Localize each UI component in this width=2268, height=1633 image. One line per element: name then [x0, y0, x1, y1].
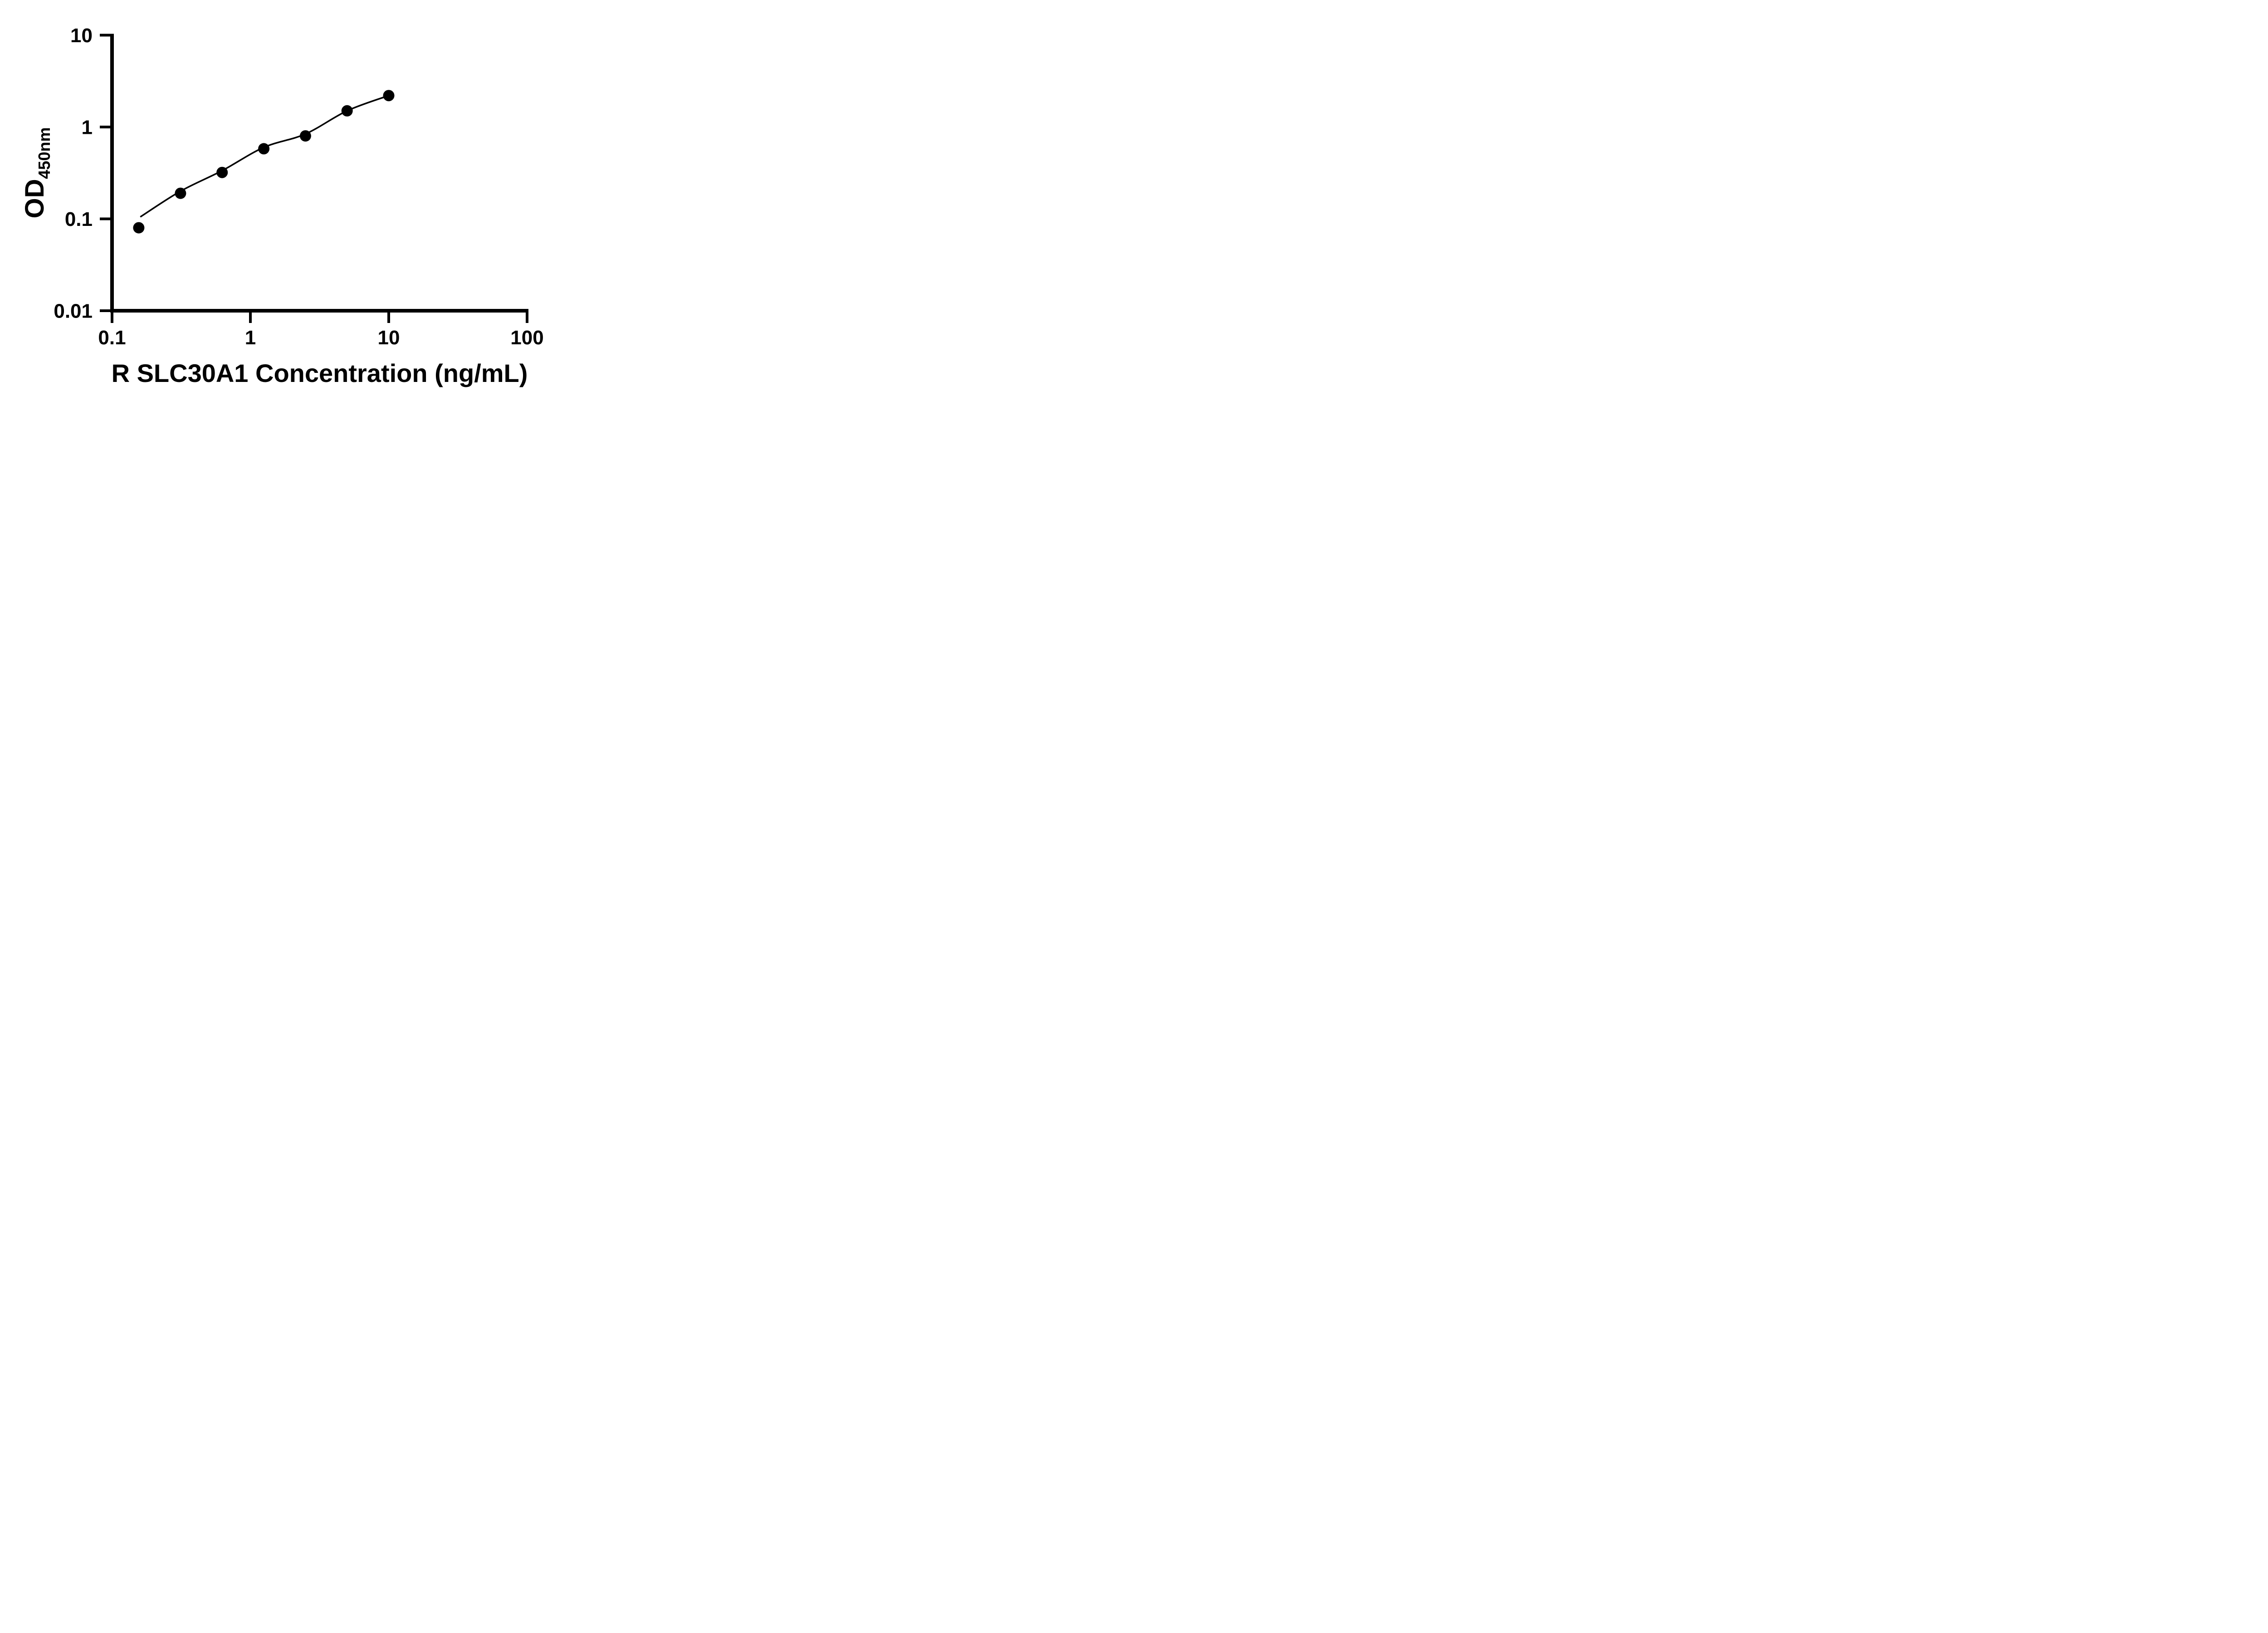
data-point-marker — [299, 130, 311, 142]
x-tick-label: 0.1 — [98, 327, 126, 349]
data-point-marker — [133, 222, 145, 234]
x-tick-label: 1 — [245, 327, 256, 349]
elisa-standard-curve-figure: 0.1 1 10 100 10 1 0.1 0.01 R SLC30A1 Concentrat… — [0, 0, 583, 408]
y-tick-label: 10 — [70, 24, 93, 47]
x-tick-label: 100 — [510, 327, 543, 349]
y-tick-label: 1 — [82, 117, 93, 139]
x-tick-label: 10 — [378, 327, 400, 349]
y-axis-title-main: OD — [20, 179, 49, 219]
data-points-group — [133, 90, 395, 234]
data-point-marker — [383, 90, 395, 102]
y-axis-title-subscript: 450nm — [35, 127, 54, 179]
y-axis-title: OD450nm — [20, 127, 54, 218]
y-tick-label: 0.1 — [65, 208, 93, 230]
data-point-marker — [216, 166, 228, 178]
data-point-marker — [175, 187, 186, 199]
x-axis-title: R SLC30A1 Concentration (ng/mL) — [112, 359, 528, 387]
axes — [100, 34, 528, 323]
data-point-marker — [258, 143, 270, 155]
y-tick-label: 0.01 — [54, 300, 93, 323]
data-point-marker — [341, 105, 353, 117]
